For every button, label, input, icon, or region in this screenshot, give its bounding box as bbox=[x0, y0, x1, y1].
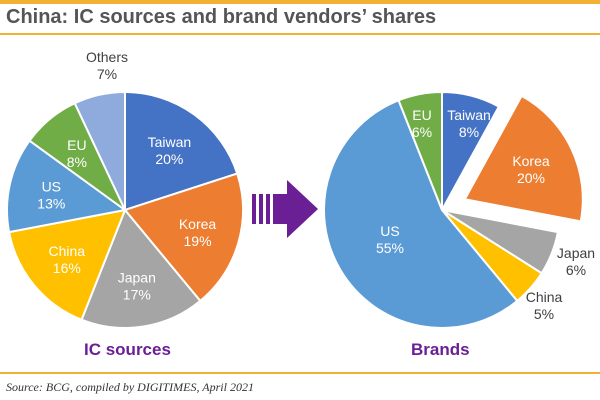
slice-label-korea: Korea 19% bbox=[179, 216, 217, 249]
slice-label-taiwan: Taiwan 8% bbox=[447, 107, 491, 140]
top-accent-rule bbox=[0, 0, 600, 4]
slice-label-eu: EU 6% bbox=[412, 107, 432, 140]
title-divider bbox=[0, 33, 600, 35]
ic-sources-caption: IC sources bbox=[84, 340, 171, 359]
pie-slice-japan bbox=[80, 208, 202, 329]
pie-slice-taiwan bbox=[124, 90, 239, 212]
source-note: Source: BCG, compiled by DIGITIMES, Apri… bbox=[6, 380, 254, 394]
pie-slice-us bbox=[323, 98, 519, 329]
bottom-divider bbox=[0, 372, 600, 374]
pie-slice-korea bbox=[123, 172, 244, 303]
slice-label-china: China 5% bbox=[526, 289, 563, 322]
chart-title: China: IC sources and brand vendors’ sha… bbox=[6, 6, 437, 28]
ic-sources-pie: Taiwan 20% Korea 19% Japan 17% China 16% US 13%EU… bbox=[6, 49, 244, 329]
slice-label-china: China 16% bbox=[49, 243, 86, 276]
brands-caption: Brands bbox=[411, 340, 470, 359]
slice-label-taiwan: Taiwan 20% bbox=[148, 134, 192, 167]
pie-slice-china bbox=[7, 208, 127, 322]
slice-label-others: Others 7% bbox=[86, 49, 128, 82]
right-arrow-icon bbox=[252, 180, 318, 238]
slice-label-us: US 13% bbox=[37, 179, 65, 212]
slice-label-japan: Japan 6% bbox=[557, 245, 595, 278]
slice-label-japan: Japan 17% bbox=[118, 270, 156, 303]
slice-label-us: US 55% bbox=[376, 223, 404, 256]
brands-pie: Taiwan 8% Korea 20% Japan 6% China 5% US 55% EU 6% bbox=[323, 90, 595, 329]
pie-slice-us bbox=[6, 139, 128, 234]
pie-slice-korea bbox=[463, 94, 584, 223]
pie-slice-others bbox=[73, 90, 126, 211]
pie-slice-eu bbox=[397, 90, 443, 211]
slice-label-eu: EU 8% bbox=[67, 137, 87, 170]
slice-label-korea: Korea 20% bbox=[512, 153, 550, 186]
